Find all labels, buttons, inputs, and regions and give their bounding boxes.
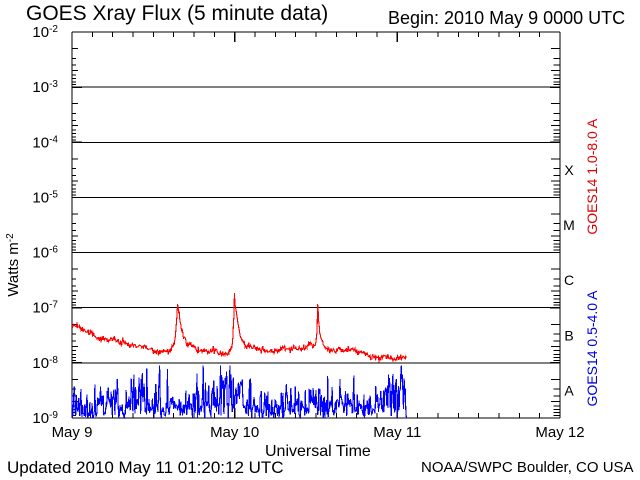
svg-text:A: A xyxy=(564,382,574,398)
svg-text:10-3: 10-3 xyxy=(32,79,58,97)
svg-text:M: M xyxy=(563,217,575,233)
svg-text:10-2: 10-2 xyxy=(32,24,58,42)
svg-text:C: C xyxy=(564,272,574,288)
svg-text:B: B xyxy=(564,327,573,343)
svg-text:GOES14 0.5-4.0 A: GOES14 0.5-4.0 A xyxy=(584,290,600,407)
svg-text:10-6: 10-6 xyxy=(32,244,58,262)
svg-text:May 12: May 12 xyxy=(535,424,584,441)
svg-text:10-5: 10-5 xyxy=(32,189,58,207)
svg-text:May 10: May 10 xyxy=(210,424,259,441)
svg-text:10-8: 10-8 xyxy=(32,354,58,372)
svg-text:10-7: 10-7 xyxy=(32,299,58,317)
svg-text:X: X xyxy=(564,162,574,178)
svg-text:GOES14 1.0-8.0 A: GOES14 1.0-8.0 A xyxy=(584,118,600,235)
svg-text:10-4: 10-4 xyxy=(32,134,58,152)
svg-text:May 9: May 9 xyxy=(52,424,93,441)
svg-text:May 11: May 11 xyxy=(373,424,421,441)
svg-text:Watts m-2: Watts m-2 xyxy=(5,233,23,297)
